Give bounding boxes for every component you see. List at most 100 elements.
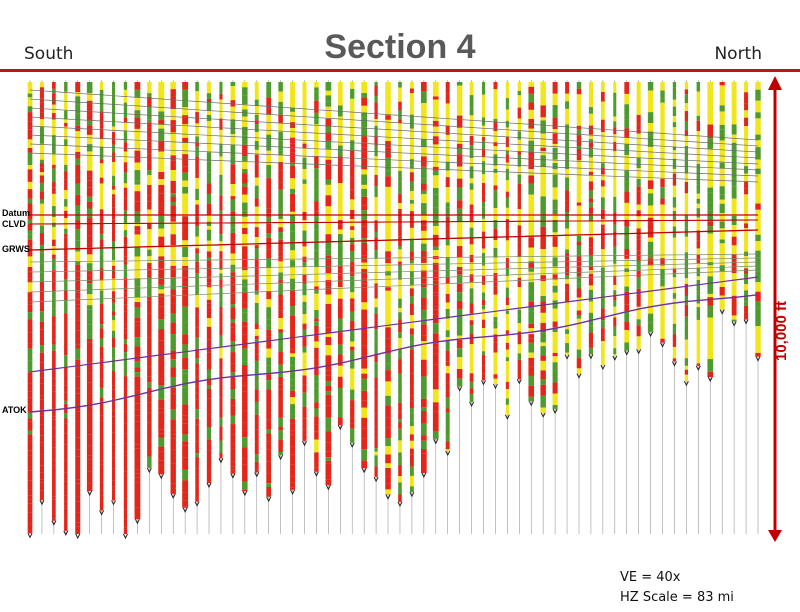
log-segment (470, 325, 474, 333)
log-segment (528, 103, 534, 110)
log-segment (195, 200, 199, 204)
log-segment (100, 347, 104, 360)
log-segment (601, 102, 605, 111)
log-segment (697, 248, 700, 254)
log-segment (266, 156, 271, 165)
log-segment (506, 405, 509, 415)
log-segment (755, 326, 760, 334)
log-segment (325, 82, 331, 91)
log-segment (325, 464, 331, 476)
log-segment (361, 279, 367, 283)
log-segment (385, 346, 391, 350)
log-segment (707, 121, 713, 125)
log-segment (28, 153, 33, 165)
log-segment (421, 103, 427, 115)
log-segment (613, 105, 616, 116)
scale-arrow-down-icon (768, 530, 782, 542)
log-segment (171, 334, 176, 338)
log-segment (697, 154, 700, 164)
log-segment (528, 82, 534, 87)
log-segment (242, 211, 248, 217)
log-segment (482, 320, 485, 328)
log-segment (158, 172, 164, 179)
log-segment (135, 90, 141, 98)
log-segment (195, 82, 199, 91)
log-segment (528, 294, 534, 302)
log-segment (231, 86, 236, 96)
log-segment (398, 249, 402, 261)
log-segment (242, 431, 248, 437)
log-segment (385, 304, 391, 316)
log-segment (685, 89, 688, 94)
log-segment (482, 271, 485, 276)
log-segment (302, 184, 306, 196)
log-segment (553, 220, 558, 232)
log-segment (338, 306, 343, 319)
log-segment (707, 270, 713, 276)
log-segment (219, 347, 222, 359)
log-segment (87, 140, 93, 144)
log-segment (589, 203, 593, 208)
log-segment (637, 239, 641, 251)
log-segment (171, 351, 176, 359)
log-segment (255, 348, 259, 354)
log-segment (290, 430, 295, 434)
log-segment (231, 399, 236, 405)
log-segment (637, 223, 641, 229)
log-segment (40, 436, 44, 442)
log-segment (506, 137, 509, 147)
log-segment (195, 338, 199, 349)
log-segment (338, 393, 343, 405)
log-segment (40, 302, 44, 312)
log-segment (385, 477, 391, 484)
log-segment (410, 421, 414, 426)
log-segment (565, 320, 569, 329)
log-segment (255, 389, 259, 402)
log-segment (446, 111, 450, 122)
log-segment (697, 240, 700, 248)
log-segment (361, 147, 367, 158)
well-column (195, 80, 199, 534)
log-segment (660, 198, 664, 204)
log-segment (40, 245, 44, 253)
log-segment (493, 317, 497, 320)
log-segment (433, 306, 439, 310)
log-segment (540, 379, 545, 384)
log-segment (673, 135, 676, 141)
log-segment (446, 202, 450, 207)
log-segment (660, 187, 664, 198)
log-segment (147, 313, 151, 325)
log-segment (528, 237, 534, 247)
log-segment (64, 153, 67, 165)
log-segment (528, 256, 534, 261)
log-segment (637, 235, 641, 239)
log-segment (64, 272, 67, 279)
log-segment (540, 94, 545, 106)
log-segment (64, 424, 67, 433)
log-segment (255, 429, 259, 433)
log-segment (506, 208, 509, 219)
log-segment (124, 487, 127, 495)
log-segment (482, 161, 485, 174)
log-segment (242, 490, 248, 491)
log-segment (707, 153, 713, 165)
log-segment (398, 88, 402, 93)
log-segment (290, 386, 295, 391)
log-segment (601, 353, 605, 363)
log-segment (290, 487, 295, 490)
log-segment (158, 97, 164, 101)
log-segment (565, 82, 569, 94)
log-segment (266, 380, 271, 389)
log-segment (457, 128, 462, 134)
log-segment (28, 383, 33, 392)
log-segment (540, 287, 545, 296)
log-segment (648, 308, 653, 314)
log-segment (52, 437, 56, 441)
log-segment (28, 467, 33, 470)
log-segment (361, 205, 367, 210)
log-segment (374, 102, 377, 112)
log-segment (112, 229, 115, 242)
log-segment (613, 340, 616, 348)
log-segment (385, 137, 391, 141)
log-segment (589, 348, 593, 355)
